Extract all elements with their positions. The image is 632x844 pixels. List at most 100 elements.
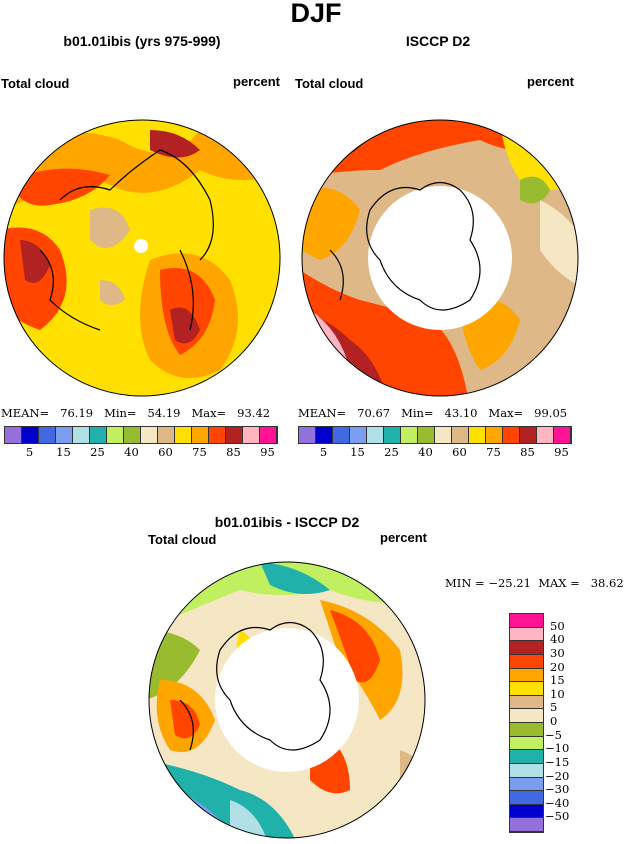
colorbar-swatch [503,427,520,443]
colorbar-swatch [510,641,543,655]
colorbar-tick-label: 95 [554,445,569,459]
panel2-title: ISCCP D2 [405,33,471,49]
colorbar-tick-label: 5 [25,445,34,459]
colorbar-swatch [209,427,226,443]
colorbar-tick-label: −5 [545,727,562,742]
colorbar-tick-label: 20 [550,659,565,674]
colorbar-tick-label: −15 [545,754,570,769]
colorbar-tick-label: 0 [550,714,558,728]
colorbar-swatch [510,682,543,696]
colorbar-swatch [333,427,350,443]
colorbar-tick-label: 30 [550,645,565,660]
colorbar-swatch [384,427,401,443]
colorbar-swatch [5,427,22,443]
diff-variable: Total cloud [148,532,217,547]
colorbar-tick-label: 40 [550,632,565,647]
colorbar-swatch [192,427,209,443]
colorbar-tick-label: 5 [550,700,558,715]
diff-title: b01.01ibis - ISCCP D2 [214,514,360,530]
colorbar-swatch [107,427,124,443]
colorbar-swatch [486,427,503,443]
colorbar-tick-label: −10 [545,741,570,756]
colorbar-swatch [90,427,107,443]
colorbar-tick-label: 25 [90,445,105,459]
mean-label: MEAN= [1,406,50,420]
max-value: 99.05 [534,406,568,420]
colorbar-swatch [175,427,192,443]
colorbar-swatch [367,427,384,443]
max-value: 93.42 [237,406,271,420]
map-difference [149,562,425,838]
colorbar-swatch [226,427,243,443]
max-label: Max= [191,406,227,420]
colorbar-model [4,426,278,444]
colorbar-tick-label: −50 [545,809,570,824]
min-value: 54.19 [147,406,181,420]
colorbar-tick-label: 85 [520,445,535,459]
panel1-stats: MEAN= 76.19 Min= 54.19 Max= 93.42 [1,406,270,420]
colorbar-tick-label: 60 [158,445,173,459]
panel1-variable: Total cloud [1,76,70,91]
colorbar-swatch [510,750,543,764]
colorbar-tick-label: 15 [350,445,365,459]
mean-value: 76.19 [60,406,94,420]
colorbar-tick-label: 10 [550,686,565,701]
colorbar-swatch [510,695,543,710]
panel1-title: b01.01ibis (yrs 975-999) [63,33,221,49]
colorbar-tick-label: 5 [319,445,328,459]
colorbar-swatch [510,654,543,669]
colorbar-swatch [469,427,486,443]
colorbar-tick-label: −30 [545,782,570,797]
colorbar-tick-label: 40 [418,445,433,459]
colorbar-tick-label: 15 [56,445,71,459]
colorbar-tick-label: −20 [545,768,570,783]
map-observed [302,120,578,396]
colorbar-swatch [510,668,543,683]
colorbar-swatch [510,736,543,751]
min-value: 43.10 [444,406,478,420]
colorbar-swatch [510,723,543,737]
panel2-units: percent [527,74,574,89]
colorbar-swatch [510,804,543,819]
colorbar-swatch [510,777,543,792]
colorbar-swatch [510,614,543,628]
diff-units: percent [380,530,427,545]
colorbar-swatch [299,427,316,443]
colorbar-swatch [554,427,571,443]
colorbar-tick-label: 15 [550,673,565,688]
colorbar-tick-label: −40 [545,795,570,810]
colorbar-swatch [401,427,418,443]
colorbar-difference [509,613,544,833]
colorbar-swatch [510,818,543,832]
min-label: Min= [401,406,434,420]
colorbar-tick-label: 40 [124,445,139,459]
page-title: DJF [290,0,342,28]
colorbar-swatch [452,427,469,443]
mean-value: 70.67 [357,406,391,420]
colorbar-swatch [350,427,367,443]
colorbar-tick-label: 50 [550,618,565,633]
colorbar-tick-label: 95 [260,445,275,459]
colorbar-tick-label: 25 [384,445,399,459]
panel1-units: percent [233,74,280,89]
colorbar-swatch [520,427,537,443]
colorbar-tick-label: 60 [452,445,467,459]
colorbar-swatch [56,427,73,443]
colorbar-swatch [510,763,543,778]
colorbar-swatch [537,427,554,443]
colorbar-swatch [39,427,56,443]
colorbar-swatch [260,427,277,443]
diff-stats: MIN = −25.21 MAX = 38.62 [445,576,624,590]
map-model [4,120,280,396]
colorbar-swatch [158,427,175,443]
colorbar-tick-label: 75 [192,445,207,459]
colorbar-swatch [316,427,333,443]
panel2-stats: MEAN= 70.67 Min= 43.10 Max= 99.05 [298,406,567,420]
colorbar-swatch [435,427,452,443]
max-label: Max= [488,406,524,420]
colorbar-swatch [73,427,90,443]
min-label: Min= [104,406,137,420]
colorbar-tick-label: 75 [486,445,501,459]
colorbar-swatch [124,427,141,443]
colorbar-swatch [510,709,543,723]
